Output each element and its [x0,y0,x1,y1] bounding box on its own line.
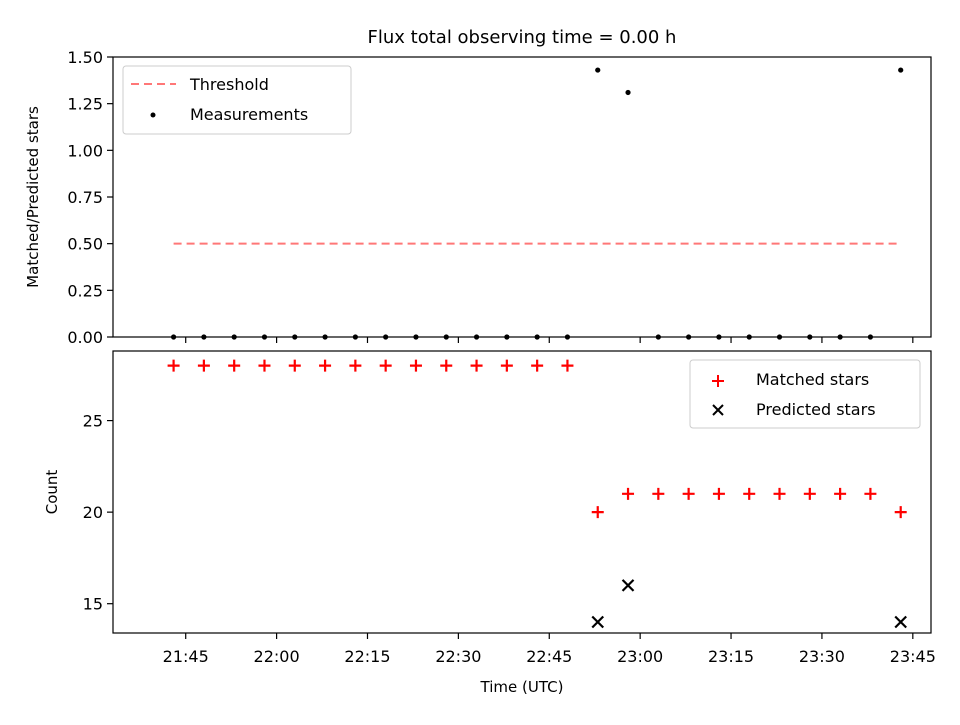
measurement-point [383,334,389,340]
measurement-point [655,334,661,340]
bottom-legend: Matched stars Predicted stars [689,359,921,429]
matched-star-point [622,487,635,500]
measurement-point [352,334,358,340]
matched-star-point [531,359,544,372]
matched-star-point [228,359,241,372]
matched-star-point [894,506,907,519]
matched-star-point [652,487,665,500]
measurement-point [625,89,631,96]
top-y-tick-label: 1.25 [67,95,103,114]
x-axis-label: Time (UTC) [480,678,564,696]
bottom-y-tick-label: 15 [83,595,103,614]
top-y-tick-label: 0.75 [67,188,103,207]
measurement-points [170,67,904,340]
measurement-point [473,334,480,340]
bottom-y-tick-label: 20 [83,503,103,522]
matched-star-point [773,487,786,500]
matched-star-point [803,487,816,500]
x-tick-label: 23:45 [890,647,936,666]
x-tick-label: 23:30 [799,647,845,666]
measurement-point [716,334,722,340]
matched-star-point [743,487,756,500]
top-y-tick-label: 1.50 [67,48,103,67]
top-y-axis-label: Matched/Predicted stars [24,106,42,288]
matched-star-point [379,359,392,372]
bottom-legend-box [689,359,921,429]
matched-star-point [288,359,301,372]
matched-star-point [591,506,604,519]
predicted-star-point [621,579,635,592]
matched-star-point [470,359,483,372]
bottom-plot-frame [112,350,932,634]
top-legend: Threshold Measurements [122,65,352,135]
legend-measurements-marker [150,112,156,118]
top-y-tick-label: 1.00 [67,141,103,160]
star-count-points [167,359,907,629]
x-ticks: 21:45 22:00 22:15 22:30 22:45 23:00 23:15 23:30… [163,337,936,666]
matched-star-point [561,359,574,372]
measurement-point [898,67,904,73]
bottom-y-tick-label: 25 [83,412,103,431]
matched-star-point [834,487,847,500]
measurement-point [292,334,298,340]
measurement-point [231,334,237,340]
matched-star-point [682,487,695,500]
x-tick-label: 22:30 [435,647,481,666]
measurement-point [443,334,449,340]
x-tick-label: 22:00 [254,647,300,666]
measurement-point [595,67,601,73]
matched-star-point [864,487,877,500]
legend-threshold-label: Threshold [189,75,269,94]
measurement-point [170,334,177,340]
x-tick-label: 21:45 [163,647,209,666]
x-tick-label: 22:15 [344,647,390,666]
legend-predicted-label: Predicted stars [756,400,876,419]
matched-star-point [167,359,180,372]
measurement-point [867,334,874,340]
predicted-star-point [894,615,907,629]
legend-measurements-label: Measurements [190,105,308,124]
top-y-tick-label: 0.25 [67,281,103,300]
matched-star-point [440,359,453,372]
x-tick-label: 22:45 [526,647,572,666]
matched-star-point [319,359,332,372]
top-y-tick-label: 0.50 [67,235,103,254]
predicted-star-point [591,615,605,629]
measurement-point [413,334,419,340]
measurement-point [504,334,510,340]
measurement-point [776,334,783,340]
measurement-point [837,334,843,340]
matched-star-point [409,359,422,372]
bottom-y-ticks: 15 20 25 [83,412,113,614]
matched-star-point [258,359,271,372]
matched-star-point [197,359,210,372]
matched-star-point [500,359,513,372]
x-tick-label: 23:15 [708,647,754,666]
matched-star-point [712,487,725,500]
measurement-point [322,334,328,340]
measurement-point [261,334,268,340]
matched-star-point [349,359,362,372]
legend-matched-label: Matched stars [756,370,869,389]
top-y-ticks: 0.00 0.25 0.50 0.75 1.00 1.25 1.50 [67,48,113,347]
measurement-point [746,334,752,340]
measurement-point [686,334,692,340]
bottom-y-axis-label: Count [43,470,61,515]
measurement-point [201,334,207,340]
measurement-point [564,334,571,340]
legend-predicted-marker [712,404,724,416]
x-tick-label: 23:00 [617,647,663,666]
measurement-point [534,334,540,340]
top-legend-box [122,65,352,135]
chart-title: Flux total observing time = 0.00 h [368,27,677,48]
legend-matched-marker [712,375,724,387]
top-y-tick-label: 0.00 [67,328,103,347]
measurement-point [807,334,813,340]
